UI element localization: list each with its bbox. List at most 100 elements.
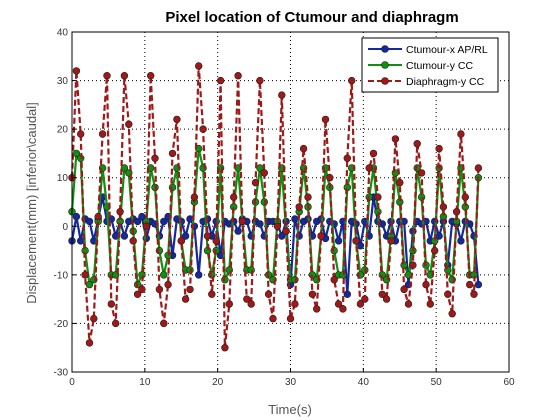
- data-point: [248, 267, 255, 274]
- y-tick-label: -30: [54, 368, 69, 379]
- y-tick-label: 20: [57, 125, 69, 136]
- data-point: [86, 218, 93, 225]
- data-point: [208, 291, 215, 298]
- data-point: [169, 184, 176, 191]
- data-point: [139, 286, 146, 293]
- y-axis-label: Displacement(mm) [inferior\caudal]: [24, 102, 39, 304]
- data-point: [152, 155, 159, 162]
- data-point: [230, 194, 237, 201]
- legend: Ctumour-x AP/RL Ctumour-y CC Diaphragm-y…: [362, 38, 498, 92]
- data-point: [165, 281, 172, 288]
- data-point: [388, 238, 395, 245]
- data-point: [217, 77, 224, 84]
- data-point: [410, 262, 417, 269]
- data-point: [401, 286, 408, 293]
- data-point: [274, 223, 281, 230]
- data-point: [353, 238, 360, 245]
- data-point: [313, 306, 320, 313]
- data-point: [436, 145, 443, 152]
- data-point: [156, 286, 163, 293]
- data-point: [344, 291, 351, 298]
- data-point: [195, 63, 202, 70]
- data-point: [283, 228, 290, 235]
- data-point: [462, 194, 469, 201]
- x-tick-label: 0: [69, 377, 75, 388]
- data-point: [453, 208, 460, 215]
- data-point: [309, 291, 316, 298]
- x-tick-label: 40: [358, 377, 370, 388]
- legend-marker-ctumour-y: [382, 62, 389, 69]
- legend-marker-ctumour-x: [382, 46, 389, 53]
- data-point: [326, 174, 333, 181]
- data-point: [178, 238, 185, 245]
- data-point: [252, 179, 259, 186]
- data-point: [292, 301, 299, 308]
- data-point: [204, 233, 211, 240]
- data-point: [396, 179, 403, 186]
- data-point: [449, 310, 456, 317]
- data-point: [235, 228, 242, 235]
- x-tick-label: 20: [212, 377, 224, 388]
- data-point: [444, 291, 451, 298]
- legend-marker-diaphragm-y: [382, 78, 389, 85]
- x-tick-label: 30: [285, 377, 297, 388]
- data-point: [300, 145, 307, 152]
- x-tick-label: 50: [431, 377, 443, 388]
- data-point: [108, 301, 115, 308]
- data-point: [427, 301, 434, 308]
- data-point: [222, 344, 229, 351]
- data-point: [257, 77, 264, 84]
- data-point: [191, 194, 198, 201]
- data-point: [418, 170, 425, 177]
- data-point: [73, 68, 80, 75]
- data-point: [305, 194, 312, 201]
- data-point: [375, 194, 382, 201]
- data-point: [366, 165, 373, 172]
- legend-label-ctumour-x: Ctumour-x AP/RL: [406, 44, 488, 56]
- data-point: [370, 150, 377, 157]
- data-point: [423, 281, 430, 288]
- data-point: [143, 223, 150, 230]
- x-axis-label: Time(s): [268, 402, 312, 417]
- y-tick-label: 10: [57, 173, 69, 184]
- data-point: [331, 276, 338, 283]
- data-point: [278, 92, 285, 99]
- data-point: [261, 170, 268, 177]
- data-point: [90, 315, 97, 322]
- data-point: [383, 296, 390, 303]
- data-point: [475, 165, 482, 172]
- data-point: [200, 126, 207, 133]
- data-point: [458, 131, 465, 138]
- y-tick-label: -10: [54, 270, 69, 281]
- data-point: [160, 320, 167, 327]
- data-point: [287, 315, 294, 322]
- data-point: [296, 204, 303, 211]
- data-point: [117, 208, 124, 215]
- data-point: [265, 291, 272, 298]
- data-point: [392, 136, 399, 143]
- y-tick-label: 0: [62, 222, 68, 233]
- data-point: [322, 116, 329, 123]
- data-point: [471, 291, 478, 298]
- data-point: [99, 131, 106, 138]
- data-point: [104, 72, 111, 79]
- data-point: [414, 140, 421, 147]
- data-point: [182, 296, 189, 303]
- y-tick-label: -20: [54, 319, 69, 330]
- data-point: [187, 286, 194, 293]
- data-point: [226, 301, 233, 308]
- data-point: [121, 233, 128, 240]
- data-point: [213, 238, 220, 245]
- data-point: [405, 301, 412, 308]
- data-point: [82, 272, 89, 279]
- data-point: [147, 72, 154, 79]
- data-point: [361, 296, 368, 303]
- data-point: [458, 238, 465, 245]
- legend-label-ctumour-y: Ctumour-y CC: [406, 60, 474, 72]
- data-point: [235, 72, 242, 79]
- data-point: [95, 213, 102, 220]
- data-point: [86, 340, 93, 347]
- data-point: [340, 306, 347, 313]
